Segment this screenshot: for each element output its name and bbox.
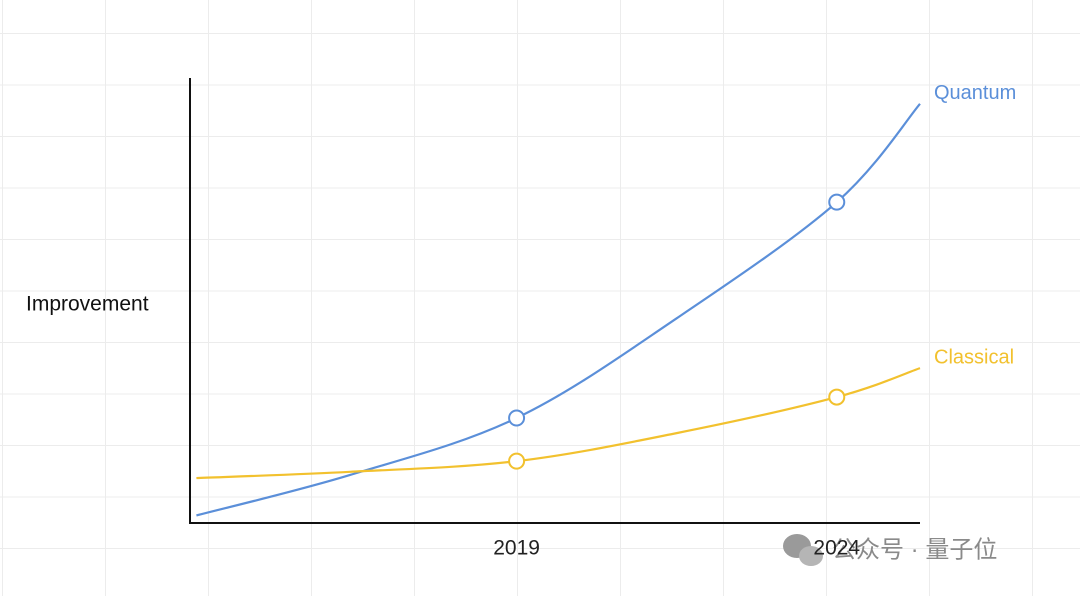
series-line [196, 367, 921, 480]
series-line [196, 103, 921, 517]
x-tick-label: 2019 [493, 537, 540, 560]
point-marker [508, 409, 526, 427]
watermark: 公众号 · 量子位 [832, 536, 997, 563]
point-marker [828, 388, 846, 406]
x-tick-label: 2024 [813, 537, 860, 560]
y-axis-label: Improvement [26, 293, 149, 316]
series-label: Classical [934, 346, 1014, 368]
point-marker [508, 452, 526, 470]
point-marker [828, 193, 846, 211]
series-label: Quantum [934, 82, 1016, 104]
watermark-icon [783, 534, 823, 566]
